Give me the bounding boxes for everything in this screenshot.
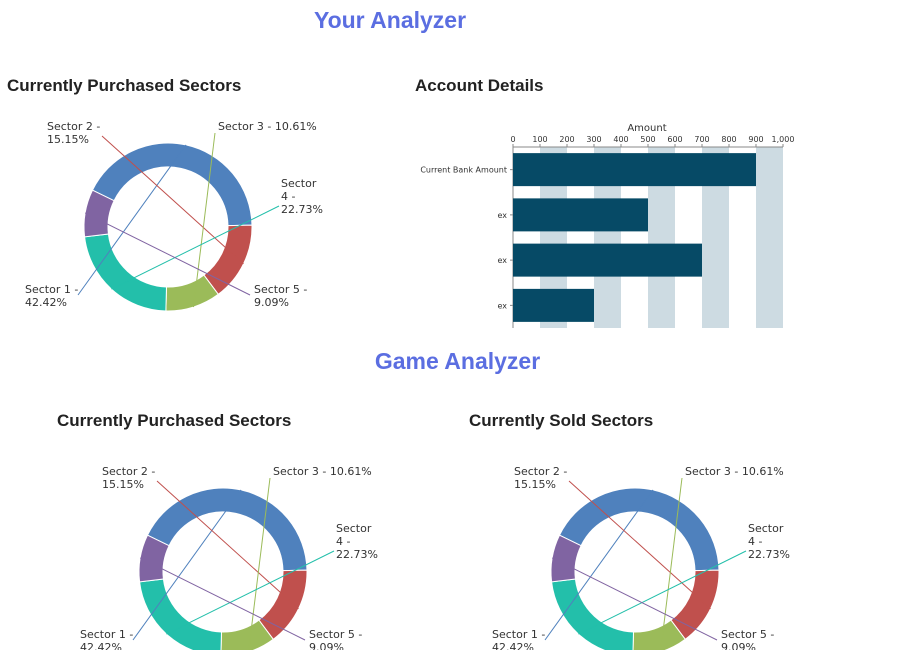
slice-label-sector-5: Sector 5 -9.09% <box>721 628 774 650</box>
slice-label-sector-3: Sector 3 - 10.61% <box>685 465 784 478</box>
leader-line-sector-5 <box>84 212 251 296</box>
slice-label-sector-2: Sector 2 -15.15% <box>102 465 155 491</box>
your-analyzer-title: Your Analyzer <box>313 7 467 33</box>
game-analyzer-title: Game Analyzer <box>374 348 541 374</box>
x-tick-label-9: 900 <box>748 135 763 144</box>
donut-slice-sector-1[interactable] <box>146 487 308 572</box>
game-sold-sectors-title: Currently Sold Sectors <box>469 411 654 430</box>
leader-line-sector-1 <box>132 489 242 641</box>
leader-line-sector-1 <box>544 489 654 641</box>
x-tick-label-6: 600 <box>667 135 682 144</box>
grid-band <box>756 147 783 328</box>
x-tick-label-8: 800 <box>721 135 736 144</box>
leader-line-sector-4 <box>111 205 280 290</box>
y-tick-label-0: Current Bank Amount <box>420 166 507 175</box>
donut-slice-sector-4[interactable] <box>84 233 167 312</box>
leader-line-sector-5 <box>139 557 306 641</box>
donut-slice-sector-1[interactable] <box>558 487 720 572</box>
x-tick-label-7: 700 <box>694 135 709 144</box>
leader-line-sector-1 <box>77 144 187 296</box>
donut-slice-sector-1[interactable] <box>91 142 253 227</box>
x-tick-label-3: 300 <box>586 135 601 144</box>
slice-label-sector-2: Sector 2 -15.15% <box>47 120 100 146</box>
y-tick-label-2: ex <box>497 256 507 265</box>
game-sold-donut-chart: Sector 1 -42.42% Sector 2 -15.15% Sector 3… <box>492 465 790 650</box>
account-details-title: Account Details <box>415 76 544 95</box>
donut-slice-sector-5[interactable] <box>138 534 170 583</box>
leader-line-sector-3 <box>192 132 216 308</box>
slice-label-sector-1: Sector 1 -42.42% <box>492 628 545 650</box>
x-tick-label-2: 200 <box>559 135 574 144</box>
x-axis-title: Amount <box>627 123 666 134</box>
slice-label-sector-1: Sector 1 -42.42% <box>80 628 133 650</box>
slice-label-sector-4: Sector 4 -22.73% <box>748 522 790 561</box>
x-tick-label-5: 500 <box>640 135 655 144</box>
leader-line-sector-4 <box>578 550 747 635</box>
your-purchased-donut-chart: Sector 1 -42.42% Sector 2 -15.15% Sector 3… <box>25 120 323 312</box>
donut-slice-sector-5[interactable] <box>550 534 582 583</box>
slice-label-sector-2: Sector 2 -15.15% <box>514 465 567 491</box>
slice-label-sector-3: Sector 3 - 10.61% <box>218 120 317 133</box>
bar-1[interactable] <box>513 198 648 232</box>
game-purchased-donut-chart: Sector 1 -42.42% Sector 2 -15.15% Sector 3… <box>80 465 378 650</box>
x-tick-label-10: 1,000 <box>772 135 795 144</box>
slice-label-sector-5: Sector 5 -9.09% <box>309 628 362 650</box>
leader-line-sector-2 <box>568 480 711 610</box>
leader-line-sector-3 <box>660 477 683 650</box>
bar-0[interactable] <box>513 153 756 187</box>
slice-label-sector-1: Sector 1 -42.42% <box>25 283 78 309</box>
bar-2[interactable] <box>513 243 702 277</box>
y-tick-label-3: ex <box>497 301 507 310</box>
game-purchased-sectors-title: Currently Purchased Sectors <box>57 411 292 430</box>
bar-3[interactable] <box>513 288 594 322</box>
x-tick-label-1: 100 <box>532 135 547 144</box>
leader-line-sector-2 <box>101 135 244 265</box>
slice-label-sector-5: Sector 5 -9.09% <box>254 283 307 309</box>
x-tick-label-0: 0 <box>510 135 515 144</box>
slice-label-sector-3: Sector 3 - 10.61% <box>273 465 372 478</box>
slice-label-sector-4: Sector 4 -22.73% <box>336 522 378 561</box>
leader-line-sector-2 <box>156 480 299 610</box>
y-tick-label-1: ex <box>497 211 507 220</box>
x-tick-label-4: 400 <box>613 135 628 144</box>
leader-line-sector-5 <box>551 557 718 641</box>
leader-line-sector-3 <box>248 477 271 650</box>
donut-slice-sector-5[interactable] <box>83 189 115 238</box>
account-details-bar-chart: 0 100 200 300 400 500 600 700 800 900 1,000 Amount C… <box>420 123 795 328</box>
slice-label-sector-4: Sector 4 -22.73% <box>281 177 323 216</box>
your-purchased-sectors-title: Currently Purchased Sectors <box>7 76 242 95</box>
leader-line-sector-4 <box>166 550 335 635</box>
